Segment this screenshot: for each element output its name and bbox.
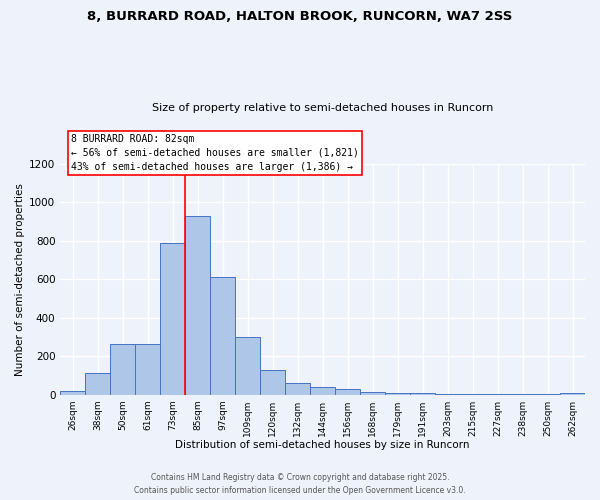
Bar (385, 393, 410, 394)
Text: Contains HM Land Registry data © Crown copyright and database right 2025.
Contai: Contains HM Land Registry data © Crown c… (134, 474, 466, 495)
Bar (360, 392, 385, 394)
Bar (160, 242, 185, 394)
X-axis label: Distribution of semi-detached houses by size in Runcorn: Distribution of semi-detached houses by … (175, 440, 470, 450)
Bar (60, 391, 85, 394)
Bar (135, 344, 160, 394)
Bar (210, 278, 235, 394)
Text: 8 BURRARD ROAD: 82sqm
← 56% of semi-detached houses are smaller (1,821)
43% of s: 8 BURRARD ROAD: 82sqm ← 56% of semi-deta… (71, 134, 359, 172)
Title: Size of property relative to semi-detached houses in Runcorn: Size of property relative to semi-detach… (152, 103, 493, 113)
Bar (235, 337, 260, 394)
Text: 8, BURRARD ROAD, HALTON BROOK, RUNCORN, WA7 2SS: 8, BURRARD ROAD, HALTON BROOK, RUNCORN, … (88, 10, 512, 23)
Bar (185, 216, 210, 394)
Bar (285, 383, 310, 394)
Bar (85, 374, 110, 394)
Bar (335, 389, 360, 394)
Bar (110, 344, 135, 394)
Bar (310, 387, 335, 394)
Bar (560, 393, 585, 394)
Bar (260, 370, 285, 394)
Bar (410, 393, 435, 394)
Y-axis label: Number of semi-detached properties: Number of semi-detached properties (15, 182, 25, 376)
